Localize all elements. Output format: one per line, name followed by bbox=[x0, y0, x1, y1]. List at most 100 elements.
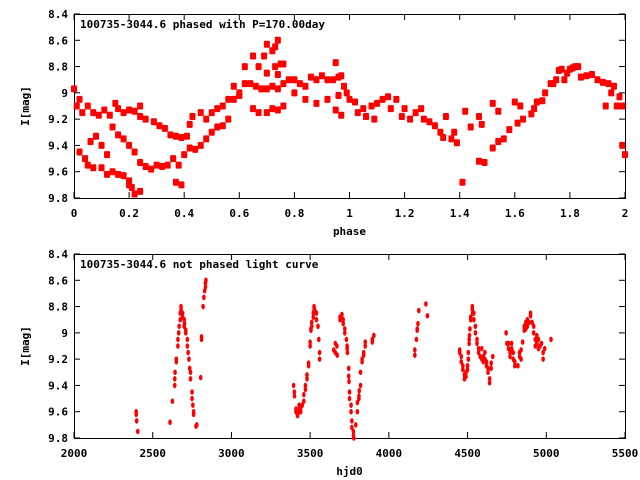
data-point bbox=[292, 393, 297, 399]
data-point bbox=[489, 365, 493, 372]
data-point bbox=[250, 52, 257, 60]
data-point bbox=[473, 323, 478, 330]
data-point bbox=[181, 151, 188, 159]
data-point bbox=[511, 98, 518, 106]
data-point bbox=[317, 336, 321, 343]
data-point bbox=[351, 435, 356, 441]
data-point bbox=[467, 123, 474, 131]
data-point bbox=[164, 161, 171, 169]
y-tick-label: 9.6 bbox=[48, 166, 68, 179]
data-point bbox=[98, 164, 105, 172]
y-tick-label: 9.2 bbox=[48, 113, 68, 126]
data-point bbox=[194, 422, 199, 428]
data-point bbox=[465, 366, 470, 373]
data-point bbox=[280, 80, 287, 88]
data-point bbox=[504, 330, 508, 336]
plot-panel-2: 8.4 8.6 8.8 9 9.2 9.4 9.6 9.8 2000 2500 3000 3500 40… bbox=[19, 248, 638, 478]
data-point bbox=[342, 326, 347, 332]
data-point bbox=[208, 128, 215, 136]
data-point bbox=[104, 170, 111, 178]
y-tick-label: 8.8 bbox=[48, 301, 68, 314]
data-point bbox=[340, 82, 347, 90]
data-point bbox=[486, 369, 490, 376]
data-point bbox=[342, 330, 347, 336]
data-point bbox=[520, 339, 525, 345]
data-point bbox=[346, 373, 351, 380]
data-point bbox=[363, 339, 368, 345]
data-point bbox=[513, 358, 517, 365]
data-point bbox=[347, 395, 352, 402]
data-point bbox=[358, 369, 363, 376]
data-point bbox=[274, 85, 281, 93]
data-point bbox=[250, 105, 257, 113]
data-point bbox=[197, 141, 204, 149]
x-tick-label: 2000 bbox=[61, 447, 88, 460]
data-point bbox=[192, 145, 199, 153]
data-point bbox=[413, 347, 417, 353]
data-point bbox=[616, 93, 623, 101]
data-point bbox=[317, 356, 322, 362]
data-point bbox=[112, 99, 119, 107]
data-point bbox=[599, 78, 606, 86]
data-point bbox=[291, 76, 298, 84]
data-point bbox=[93, 132, 100, 140]
data-point bbox=[345, 349, 350, 356]
data-point bbox=[360, 105, 367, 113]
data-point bbox=[214, 105, 221, 113]
data-point bbox=[506, 340, 511, 347]
data-point bbox=[104, 151, 111, 159]
plot-title: 100735-3044.6 not phased light curve bbox=[80, 258, 319, 271]
data-point bbox=[531, 105, 538, 113]
data-point bbox=[305, 376, 309, 382]
data-point bbox=[87, 137, 94, 145]
data-point bbox=[317, 349, 322, 356]
x-axis-label: phase bbox=[333, 225, 366, 238]
data-point bbox=[185, 343, 190, 349]
plot-frame bbox=[74, 14, 626, 199]
x-tick-label: 0 bbox=[71, 207, 78, 220]
data-point bbox=[261, 52, 268, 60]
data-point bbox=[475, 113, 482, 121]
data-point bbox=[79, 109, 86, 117]
data-point bbox=[371, 115, 378, 123]
data-point bbox=[401, 105, 408, 113]
data-point bbox=[306, 360, 311, 366]
data-point bbox=[479, 345, 484, 352]
data-point bbox=[558, 65, 565, 73]
data-point bbox=[413, 352, 417, 359]
data-point bbox=[467, 340, 471, 347]
data-point bbox=[309, 323, 314, 330]
data-point bbox=[361, 349, 366, 356]
data-point bbox=[426, 118, 433, 126]
data-point bbox=[172, 382, 177, 389]
data-point bbox=[185, 336, 190, 343]
data-point bbox=[335, 352, 340, 359]
data-point bbox=[142, 162, 149, 170]
data-point bbox=[280, 102, 287, 110]
data-point bbox=[126, 106, 133, 114]
data-point bbox=[126, 141, 133, 149]
data-point bbox=[619, 102, 626, 110]
data-point bbox=[190, 389, 194, 395]
data-point bbox=[608, 89, 615, 97]
x-tick-label: 1.6 bbox=[505, 207, 525, 220]
data-point bbox=[610, 82, 617, 90]
y-axis-label: I[mag] bbox=[19, 86, 32, 126]
data-point bbox=[619, 141, 626, 149]
data-point bbox=[351, 428, 356, 435]
data-point bbox=[291, 89, 298, 97]
data-point bbox=[577, 73, 584, 81]
data-point bbox=[186, 120, 193, 128]
data-point bbox=[350, 418, 354, 424]
data-point bbox=[489, 99, 496, 107]
data-point bbox=[489, 144, 496, 152]
data-point bbox=[487, 376, 492, 382]
data-point bbox=[511, 349, 516, 356]
data-point bbox=[431, 122, 438, 130]
data-point bbox=[189, 113, 196, 121]
data-point bbox=[355, 408, 360, 415]
data-point bbox=[398, 113, 405, 121]
data-point bbox=[137, 102, 144, 110]
data-point bbox=[374, 99, 381, 107]
x-tick-label: 1.2 bbox=[395, 207, 415, 220]
